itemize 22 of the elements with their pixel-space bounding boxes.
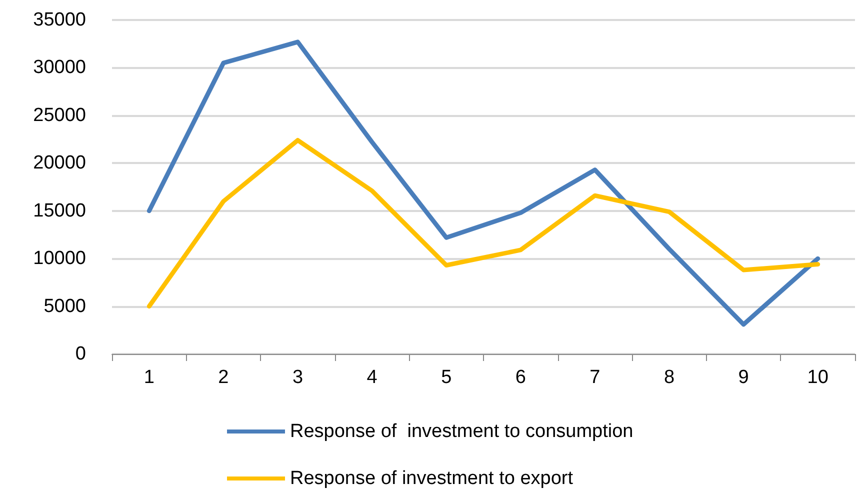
y-tick-label: 35000 (33, 10, 86, 30)
x-tick-label: 6 (515, 367, 526, 388)
x-tick-label: 9 (738, 367, 749, 388)
x-tick-label: 5 (441, 367, 452, 388)
x-tick-label: 4 (366, 367, 378, 388)
y-tick-label: 30000 (33, 57, 86, 78)
y-tick-label: 0 (75, 344, 86, 364)
line-series (146, 138, 820, 309)
x-tick-label: 1 (144, 367, 154, 388)
y-tick-label: 5000 (44, 296, 86, 317)
x-tick-label: 8 (664, 367, 675, 388)
x-tick-label: 7 (590, 367, 600, 388)
y-tick-label: 20000 (33, 152, 86, 174)
line-series (146, 40, 820, 327)
legend-label: Response of investment to export (290, 468, 574, 489)
y-tick-label: 25000 (33, 104, 86, 126)
y-tick-label: 15000 (33, 200, 86, 222)
x-tick-label: 10 (807, 367, 828, 388)
x-tick-label: 2 (218, 367, 229, 388)
y-tick-label: 10000 (33, 248, 86, 270)
x-tick-label: 3 (292, 367, 304, 388)
legend-label: Response of investment to consumption (290, 421, 634, 442)
